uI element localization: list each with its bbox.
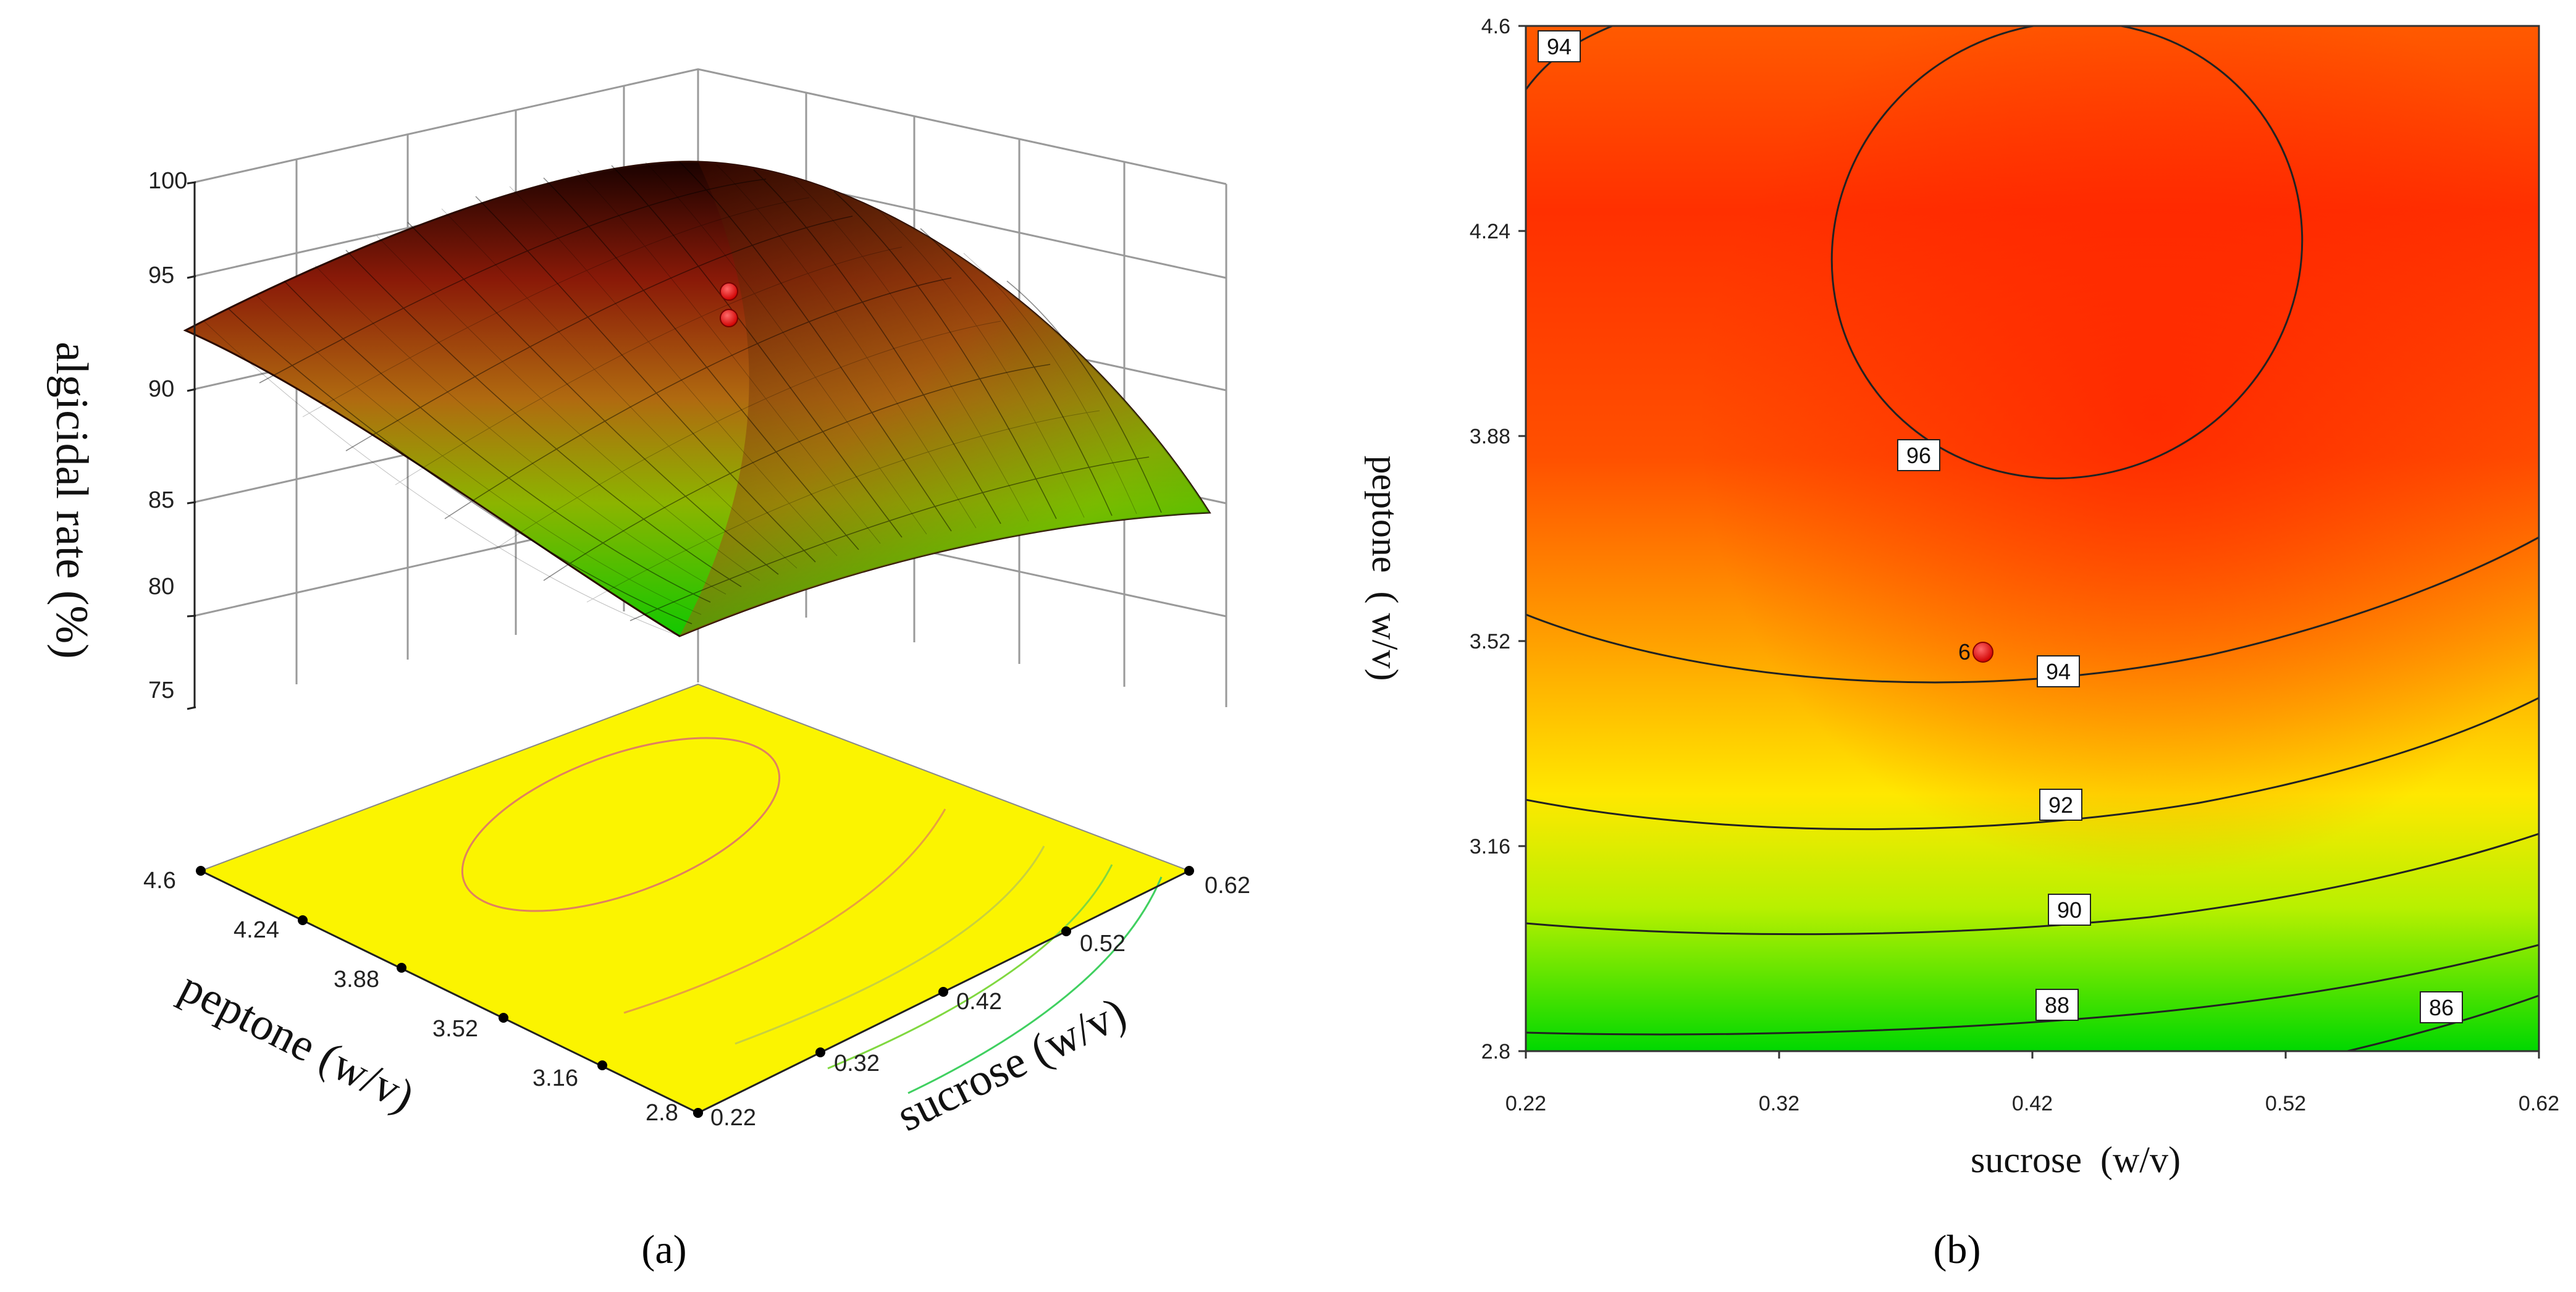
surface-plot-panel: 100 95 90 85 80 75 4.6 4.24 3.88 3.52 3.… — [46, 68, 1250, 1272]
y-tick-2.8: 2.8 — [1481, 1040, 1510, 1063]
z-tick-85: 85 — [148, 487, 174, 513]
floor-contour-lines — [461, 737, 1163, 1094]
z-tick-80: 80 — [148, 574, 174, 600]
sucrose-axis: 0.22 0.32 0.42 0.52 0.62 — [693, 866, 1250, 1131]
design-point-label: 6 — [1958, 639, 1971, 665]
y-axis-ticks — [1518, 25, 1526, 1052]
contour-label-94-top: 94 — [1538, 30, 1581, 62]
svg-text:90: 90 — [2057, 897, 2082, 923]
x-tick-0.52: 0.52 — [2265, 1092, 2306, 1115]
peptone-tick-2.8: 2.8 — [646, 1100, 678, 1126]
x-tick-0.32: 0.32 — [1759, 1092, 1799, 1115]
y-tick-4.6: 4.6 — [1481, 15, 1510, 38]
x-tick-0.42: 0.42 — [2012, 1092, 2053, 1115]
contour-label-86: 86 — [2420, 991, 2463, 1023]
design-point-lower — [720, 309, 738, 327]
y-axis-label: peptone ( w/v) — [1365, 456, 1405, 681]
peptone-tick-3.52: 3.52 — [432, 1016, 478, 1042]
peptone-axis-label: peptone (w/v) — [172, 961, 422, 1122]
sucrose-tick-0.52: 0.52 — [1080, 931, 1126, 957]
z-tick-75: 75 — [148, 677, 174, 703]
contour-label-92: 92 — [2039, 789, 2082, 821]
y-tick-4.24: 4.24 — [1470, 220, 1510, 243]
z-axis-label: algicidal rate (%) — [46, 342, 97, 659]
x-axis-ticks — [1525, 1051, 2540, 1059]
x-tick-0.22: 0.22 — [1505, 1092, 1546, 1115]
contour-86 — [2347, 994, 2539, 1051]
contour-94-main — [1526, 536, 2539, 684]
svg-text:94: 94 — [1547, 34, 1572, 59]
svg-text:86: 86 — [2429, 995, 2454, 1020]
contour-label-88: 88 — [2035, 989, 2079, 1021]
contour-plot-panel: 96 94 94 92 90 88 — [1365, 15, 2559, 1272]
sucrose-tick-0.62: 0.62 — [1205, 873, 1250, 899]
z-tick-100: 100 — [148, 168, 187, 194]
z-axis: 100 95 90 85 80 75 — [148, 168, 196, 710]
y-tick-3.88: 3.88 — [1470, 425, 1510, 448]
z-tick-90: 90 — [148, 376, 174, 402]
contour-label-94: 94 — [2037, 655, 2080, 687]
svg-text:96: 96 — [1906, 443, 1931, 468]
peptone-axis: 4.6 4.24 3.88 3.52 3.16 2.8 — [143, 866, 703, 1126]
y-tick-3.16: 3.16 — [1470, 835, 1510, 858]
sucrose-axis-label: sucrose (w/v) — [889, 988, 1134, 1141]
contour-label-90: 90 — [2048, 894, 2091, 926]
peptone-tick-4.24: 4.24 — [234, 917, 279, 943]
sucrose-tick-0.42: 0.42 — [956, 989, 1002, 1015]
contour-96 — [1830, 26, 2304, 480]
contour-90 — [1526, 833, 2539, 936]
sucrose-tick-0.32: 0.32 — [834, 1051, 880, 1076]
y-tick-3.52: 3.52 — [1470, 630, 1510, 653]
contour-88 — [1526, 944, 2539, 1036]
x-tick-0.62: 0.62 — [2519, 1092, 2559, 1115]
design-point-upper — [720, 282, 738, 301]
contour-label-96: 96 — [1897, 439, 1940, 471]
peptone-tick-4.6: 4.6 — [143, 868, 176, 894]
design-point — [1972, 642, 1993, 663]
svg-text:94: 94 — [2046, 659, 2071, 684]
panel-label-a: (a) — [641, 1227, 686, 1272]
response-surface — [183, 161, 1211, 637]
peptone-tick-3.88: 3.88 — [334, 967, 379, 992]
svg-text:92: 92 — [2048, 792, 2073, 818]
panel-label-b: (b) — [1934, 1227, 1981, 1272]
z-tick-95: 95 — [148, 262, 174, 288]
peptone-tick-3.16: 3.16 — [532, 1065, 578, 1091]
contour-92 — [1526, 697, 2539, 831]
contour-lines — [1526, 26, 2539, 1051]
x-axis-label: sucrose (w/v) — [1971, 1139, 2181, 1180]
sucrose-tick-0.22: 0.22 — [710, 1105, 756, 1131]
svg-text:88: 88 — [2045, 992, 2069, 1018]
